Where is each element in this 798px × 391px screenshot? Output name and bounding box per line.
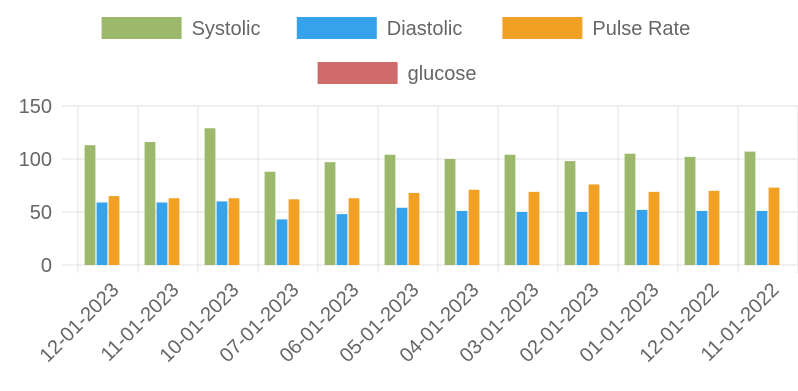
y-tick-label: 50 — [30, 202, 52, 224]
bar — [564, 161, 576, 265]
bar — [456, 210, 468, 265]
bar — [384, 154, 396, 265]
bar — [96, 202, 108, 265]
legend: Systolic Diastolic Pulse Rate glucose — [101, 17, 690, 85]
bar — [156, 202, 168, 265]
legend-label: Pulse Rate — [592, 18, 690, 40]
bar — [648, 191, 660, 265]
bar — [468, 189, 480, 265]
bar — [84, 145, 96, 265]
bar — [744, 151, 756, 265]
bar — [348, 198, 360, 265]
legend-label: glucose — [408, 63, 477, 85]
y-tick-label: 100 — [19, 149, 52, 171]
legend-item: Diastolic — [296, 17, 463, 40]
bar — [576, 212, 588, 265]
legend-label: Systolic — [192, 18, 261, 40]
bars — [84, 128, 780, 265]
bar — [756, 210, 768, 265]
bar — [696, 210, 708, 265]
legend-item: Pulse Rate — [502, 17, 690, 40]
bar — [168, 198, 180, 265]
bar — [444, 159, 456, 265]
bar — [276, 219, 288, 265]
bar — [408, 192, 420, 265]
bar — [708, 190, 720, 265]
legend-item: Systolic — [101, 17, 261, 40]
bar — [504, 154, 516, 265]
bar — [216, 201, 228, 265]
bar — [336, 214, 348, 265]
legend-label: Diastolic — [387, 18, 463, 40]
bar — [204, 128, 216, 265]
legend-swatch — [502, 17, 583, 39]
x-axis: 12-01-202311-01-202310-01-202307-01-2023… — [36, 279, 784, 367]
bar — [228, 198, 240, 265]
grid — [62, 105, 798, 273]
bar — [588, 184, 600, 265]
bar — [264, 171, 276, 265]
bar — [144, 142, 156, 265]
bar — [516, 212, 528, 265]
legend-item: glucose — [317, 62, 477, 85]
y-tick-label: 150 — [19, 96, 52, 118]
bar — [108, 196, 120, 265]
y-tick-label: 0 — [41, 255, 52, 277]
legend-swatch — [296, 17, 377, 39]
bar — [528, 191, 540, 265]
y-axis: 0 50 100 150 — [19, 96, 52, 277]
bar — [636, 209, 648, 265]
bar — [684, 156, 696, 265]
bar — [324, 162, 336, 265]
bar — [768, 187, 780, 265]
legend-swatch — [101, 17, 182, 39]
legend-swatch — [317, 62, 398, 84]
bar — [624, 153, 636, 265]
bar — [396, 207, 408, 265]
bar — [288, 199, 300, 265]
